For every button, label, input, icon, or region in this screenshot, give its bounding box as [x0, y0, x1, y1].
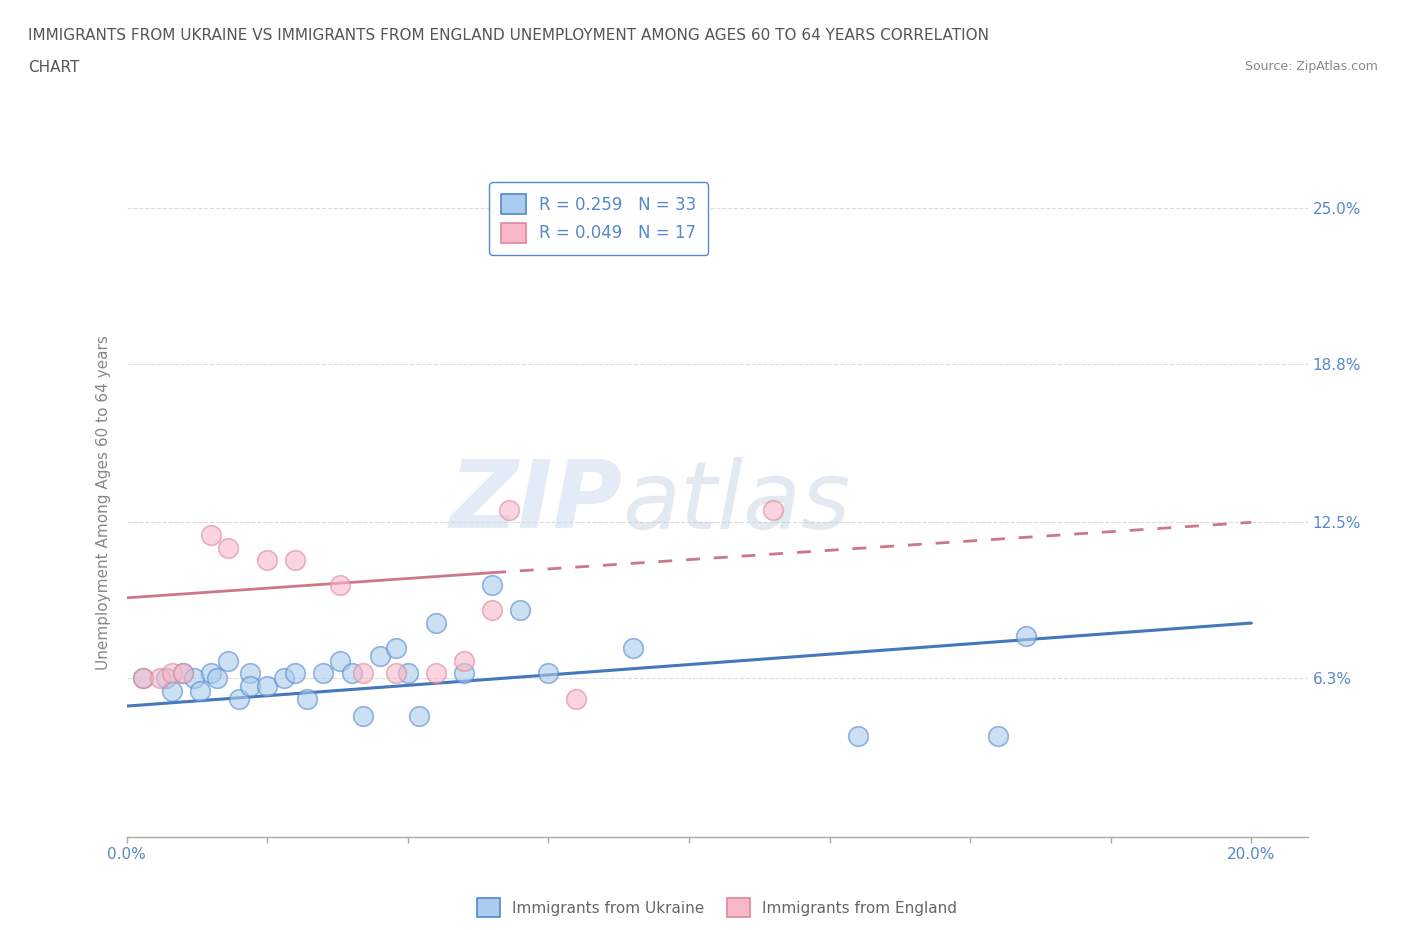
- Point: [396, 666, 419, 681]
- Point: [172, 666, 194, 681]
- Point: [273, 671, 295, 685]
- Point: [149, 671, 172, 685]
- Point: [846, 729, 869, 744]
- Point: [160, 666, 183, 681]
- Point: [537, 666, 560, 681]
- Point: [132, 671, 155, 685]
- Point: [621, 641, 644, 656]
- Point: [453, 654, 475, 669]
- Point: [155, 671, 177, 685]
- Point: [188, 684, 211, 698]
- Point: [172, 666, 194, 681]
- Point: [481, 578, 503, 592]
- Point: [228, 691, 250, 706]
- Point: [132, 671, 155, 685]
- Text: Source: ZipAtlas.com: Source: ZipAtlas.com: [1244, 60, 1378, 73]
- Point: [1015, 628, 1038, 643]
- Point: [256, 679, 278, 694]
- Point: [160, 684, 183, 698]
- Point: [762, 502, 785, 517]
- Point: [352, 666, 374, 681]
- Point: [217, 540, 239, 555]
- Point: [205, 671, 228, 685]
- Point: [329, 578, 352, 592]
- Point: [295, 691, 318, 706]
- Point: [481, 603, 503, 618]
- Y-axis label: Unemployment Among Ages 60 to 64 years: Unemployment Among Ages 60 to 64 years: [96, 335, 111, 670]
- Point: [239, 679, 262, 694]
- Legend: Immigrants from Ukraine, Immigrants from England: Immigrants from Ukraine, Immigrants from…: [471, 892, 963, 923]
- Point: [987, 729, 1010, 744]
- Point: [498, 502, 520, 517]
- Point: [408, 709, 430, 724]
- Point: [352, 709, 374, 724]
- Point: [183, 671, 205, 685]
- Point: [368, 648, 391, 663]
- Point: [312, 666, 335, 681]
- Text: ZIP: ZIP: [450, 457, 623, 548]
- Point: [239, 666, 262, 681]
- Point: [200, 666, 222, 681]
- Point: [284, 666, 307, 681]
- Point: [329, 654, 352, 669]
- Text: IMMIGRANTS FROM UKRAINE VS IMMIGRANTS FROM ENGLAND UNEMPLOYMENT AMONG AGES 60 TO: IMMIGRANTS FROM UKRAINE VS IMMIGRANTS FR…: [28, 28, 988, 43]
- Point: [385, 641, 408, 656]
- Text: atlas: atlas: [623, 457, 851, 548]
- Point: [425, 666, 447, 681]
- Point: [425, 616, 447, 631]
- Point: [453, 666, 475, 681]
- Point: [200, 527, 222, 542]
- Point: [509, 603, 531, 618]
- Point: [385, 666, 408, 681]
- Point: [340, 666, 363, 681]
- Text: CHART: CHART: [28, 60, 80, 75]
- Point: [217, 654, 239, 669]
- Point: [284, 552, 307, 567]
- Point: [565, 691, 588, 706]
- Point: [256, 552, 278, 567]
